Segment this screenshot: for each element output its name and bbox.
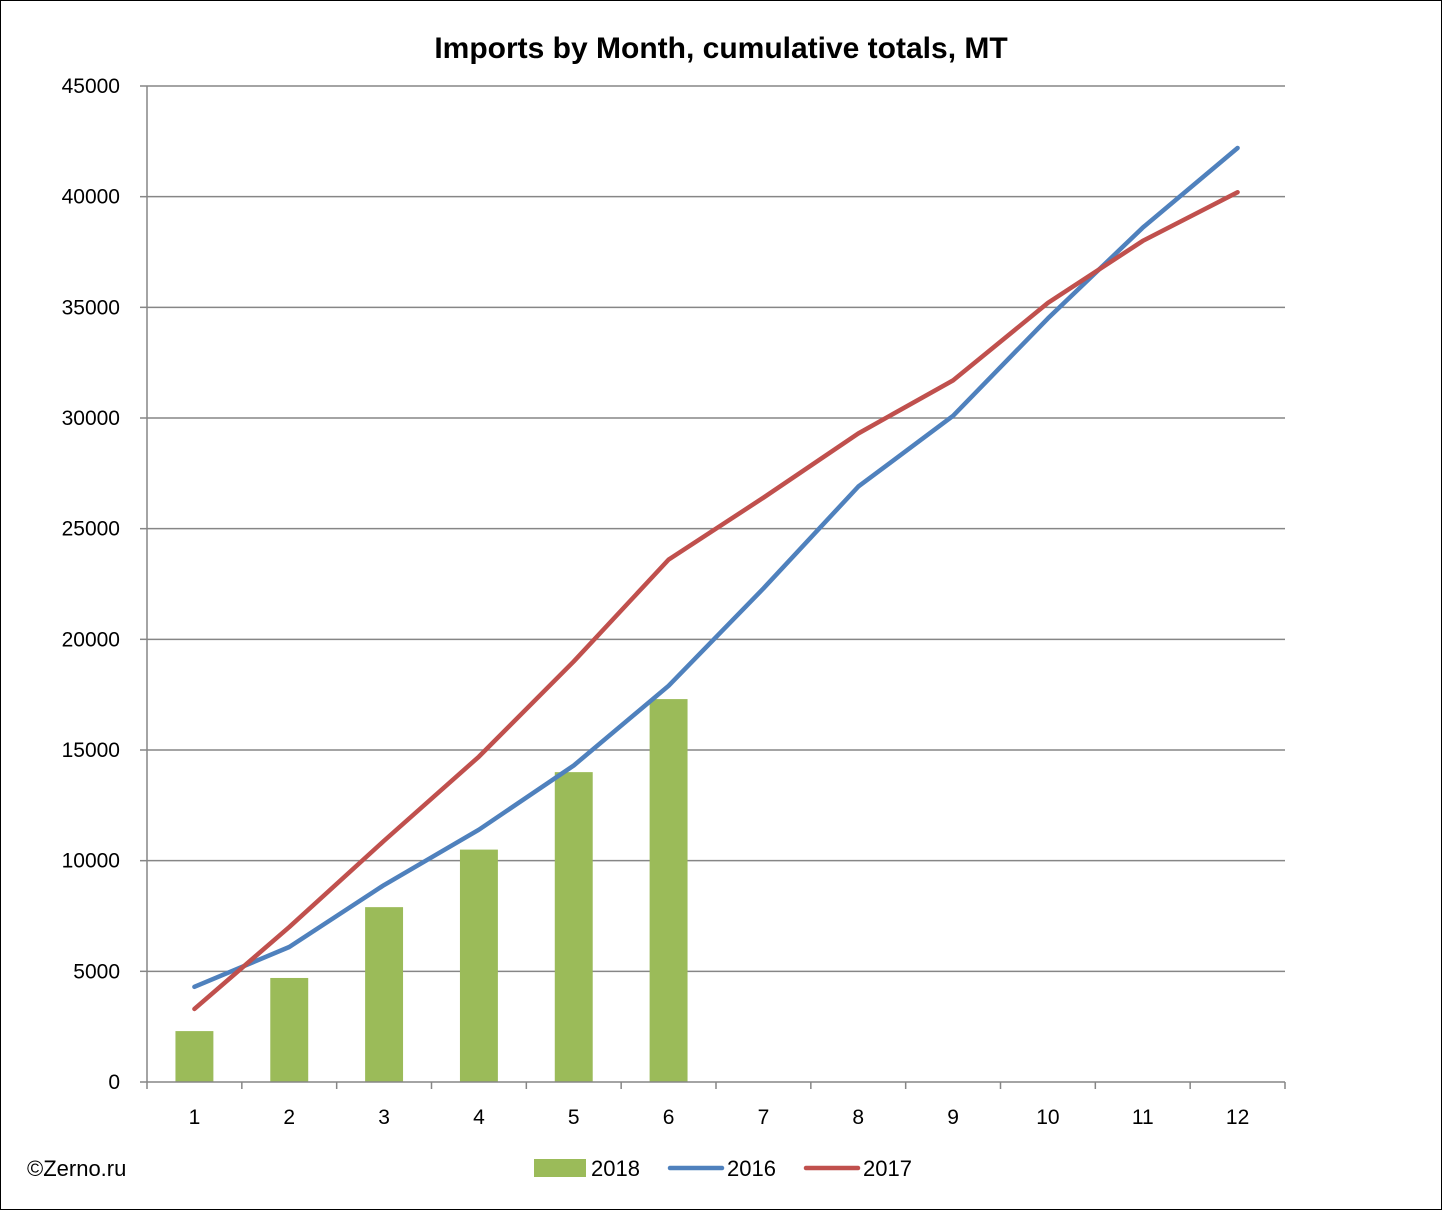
bar-2018-2	[270, 977, 309, 1082]
bar-2018-3	[365, 907, 404, 1082]
x-tick-label: 5	[568, 1106, 580, 1129]
x-tick-label: 1	[189, 1106, 201, 1129]
y-tick-label: 40000	[62, 186, 120, 209]
y-tick-label: 35000	[62, 296, 120, 319]
x-tick-label: 4	[473, 1106, 485, 1129]
x-tick-label: 3	[378, 1106, 390, 1129]
line-series-2017	[192, 189, 1240, 1012]
y-tick-label: 10000	[62, 850, 120, 873]
bar-2018-1	[175, 1031, 214, 1082]
bar-2018-5	[554, 772, 593, 1082]
x-tick-label: 10	[1036, 1106, 1059, 1129]
y-tick-label: 30000	[62, 407, 120, 430]
bar-2018-4	[459, 849, 498, 1082]
bar-2018-6	[649, 699, 688, 1082]
line-series-layer	[192, 145, 1240, 1012]
x-tick-label: 9	[947, 1106, 959, 1129]
legend-label-2018: 2018	[591, 1156, 640, 1181]
x-tick-label: 11	[1132, 1106, 1154, 1129]
legend-swatch-2018	[534, 1159, 586, 1177]
x-tick-label: 12	[1226, 1106, 1249, 1129]
y-tick-label: 0	[108, 1071, 120, 1094]
x-tick-label: 7	[758, 1106, 770, 1129]
legend-label-2017: 2017	[863, 1156, 912, 1181]
y-tick-label: 5000	[73, 960, 120, 983]
credit-text: ©Zerno.ru	[27, 1156, 126, 1181]
x-tick-label: 6	[663, 1106, 675, 1129]
line-series-2016	[192, 145, 1240, 990]
x-tick-label: 8	[852, 1106, 864, 1129]
y-axis-tick-labels: 0 5000 10000 15000 20000 25000 30000 35000 40000…	[62, 75, 120, 1094]
legend: 2018 2016 2017	[534, 1156, 912, 1181]
y-tick-label: 15000	[62, 739, 120, 762]
y-tick-label: 25000	[62, 518, 120, 541]
chart-title: Imports by Month, cumulative totals, MT	[434, 32, 1007, 65]
y-tick-label: 20000	[62, 628, 120, 651]
axes	[140, 85, 1286, 1089]
x-tick-label: 2	[283, 1106, 295, 1129]
y-tick-label: 45000	[62, 75, 120, 98]
x-axis-tick-labels: 1 2 3 4 5 6 7 8 9 10 11 12	[189, 1106, 1250, 1129]
legend-label-2016: 2016	[727, 1156, 776, 1181]
bar-series-layer	[175, 699, 688, 1082]
